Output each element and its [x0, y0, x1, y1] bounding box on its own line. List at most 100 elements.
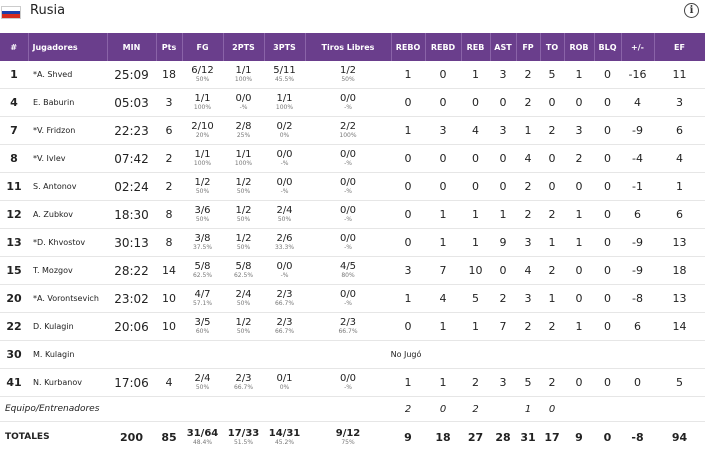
column-header[interactable]: +/-: [621, 33, 654, 61]
player-name[interactable]: E. Baburin: [28, 89, 107, 117]
free-throws-cell-percent: 50%: [305, 76, 391, 84]
column-header[interactable]: FP: [516, 33, 540, 61]
column-header[interactable]: #: [0, 33, 28, 61]
rob-cell: 1: [564, 61, 594, 89]
column-header[interactable]: TO: [540, 33, 564, 61]
player-number: 22: [0, 313, 28, 341]
two-pts-cell: 0/0-%: [223, 89, 264, 117]
fg-cell-made-attempted: 5/8: [182, 261, 223, 272]
ef-cell: 5: [654, 369, 705, 397]
to-cell: 1: [540, 229, 564, 257]
rebo-cell: 1: [391, 369, 425, 397]
player-name[interactable]: *A. Vorontsevich: [28, 285, 107, 313]
rob-cell: 9: [564, 422, 594, 452]
minutes-cell: 22:23: [107, 117, 156, 145]
two-pts-cell-made-attempted: 1/2: [223, 177, 264, 188]
free-throws-cell-made-attempted: 0/0: [305, 289, 391, 300]
rebo-cell: 0: [391, 145, 425, 173]
info-icon[interactable]: i: [684, 3, 699, 18]
rebd-cell: 0: [425, 397, 461, 422]
fp-cell: 1: [516, 117, 540, 145]
reb-cell: 4: [461, 117, 490, 145]
ef-cell: 6: [654, 201, 705, 229]
ef-cell: [654, 397, 705, 422]
player-name[interactable]: S. Antonov: [28, 173, 107, 201]
two-pts-cell-made-attempted: 1/1: [223, 149, 264, 160]
reb-cell: 1: [461, 201, 490, 229]
free-throws-cell: 0/0-%: [305, 369, 391, 397]
fg-cell-percent: 48.4%: [182, 439, 223, 447]
ast-cell: 0: [490, 89, 516, 117]
did-not-play-label: No Jugó: [107, 341, 705, 369]
column-header[interactable]: Jugadores: [28, 33, 107, 61]
column-header[interactable]: Pts: [156, 33, 182, 61]
column-header[interactable]: REB: [461, 33, 490, 61]
fg-cell-made-attempted: 1/2: [182, 177, 223, 188]
blq-cell: 0: [594, 61, 621, 89]
ast-cell: 0: [490, 173, 516, 201]
rob-cell: 0: [564, 173, 594, 201]
three-pts-cell: 0/0-%: [264, 257, 305, 285]
column-header[interactable]: FG: [182, 33, 223, 61]
free-throws-cell-percent: 66.7%: [305, 328, 391, 336]
fg-cell-percent: 60%: [182, 328, 223, 336]
ef-cell: 4: [654, 145, 705, 173]
column-header[interactable]: 3PTS: [264, 33, 305, 61]
player-name[interactable]: *D. Khvostov: [28, 229, 107, 257]
three-pts-cell-made-attempted: 0/2: [264, 121, 305, 132]
player-number: 11: [0, 173, 28, 201]
free-throws-cell-made-attempted: 2/2: [305, 121, 391, 132]
three-pts-cell-made-attempted: 0/0: [264, 177, 305, 188]
fg-cell-percent: 50%: [182, 216, 223, 224]
free-throws-cell: 0/0-%: [305, 229, 391, 257]
player-name[interactable]: N. Kurbanov: [28, 369, 107, 397]
totals-label: TOTALES: [0, 422, 107, 452]
fg-cell-made-attempted: 3/6: [182, 205, 223, 216]
column-header[interactable]: ROB: [564, 33, 594, 61]
player-name[interactable]: T. Mozgov: [28, 257, 107, 285]
player-name[interactable]: A. Zubkov: [28, 201, 107, 229]
column-header[interactable]: BLQ: [594, 33, 621, 61]
ast-cell: 7: [490, 313, 516, 341]
minutes-cell: 18:30: [107, 201, 156, 229]
ef-cell: 13: [654, 229, 705, 257]
ef-cell: 13: [654, 285, 705, 313]
points-cell: 8: [156, 229, 182, 257]
column-header[interactable]: 2PTS: [223, 33, 264, 61]
two-pts-cell-made-attempted: 0/0: [223, 93, 264, 104]
minutes-cell: 30:13: [107, 229, 156, 257]
fp-cell: 2: [516, 89, 540, 117]
three-pts-cell-made-attempted: 0/0: [264, 149, 305, 160]
column-header[interactable]: REBO: [391, 33, 425, 61]
minutes-cell: 28:22: [107, 257, 156, 285]
rob-cell: 1: [564, 229, 594, 257]
blq-cell: 0: [594, 117, 621, 145]
column-header[interactable]: Tiros Libres: [305, 33, 391, 61]
player-name[interactable]: *V. Ivlev: [28, 145, 107, 173]
two-pts-cell-percent: 62.5%: [223, 272, 264, 280]
column-header[interactable]: MIN: [107, 33, 156, 61]
player-name[interactable]: *A. Shved: [28, 61, 107, 89]
player-name[interactable]: M. Kulagin: [28, 341, 107, 369]
points-cell: 8: [156, 201, 182, 229]
column-header[interactable]: EF: [654, 33, 705, 61]
rebd-cell: 0: [425, 89, 461, 117]
player-name[interactable]: *V. Fridzon: [28, 117, 107, 145]
column-header[interactable]: AST: [490, 33, 516, 61]
pm-cell: -8: [621, 422, 654, 452]
points-cell: 85: [156, 422, 182, 452]
player-name[interactable]: D. Kulagin: [28, 313, 107, 341]
player-number: 1: [0, 61, 28, 89]
column-header[interactable]: REBD: [425, 33, 461, 61]
fg-cell-percent: 100%: [182, 104, 223, 112]
rob-cell: 0: [564, 369, 594, 397]
